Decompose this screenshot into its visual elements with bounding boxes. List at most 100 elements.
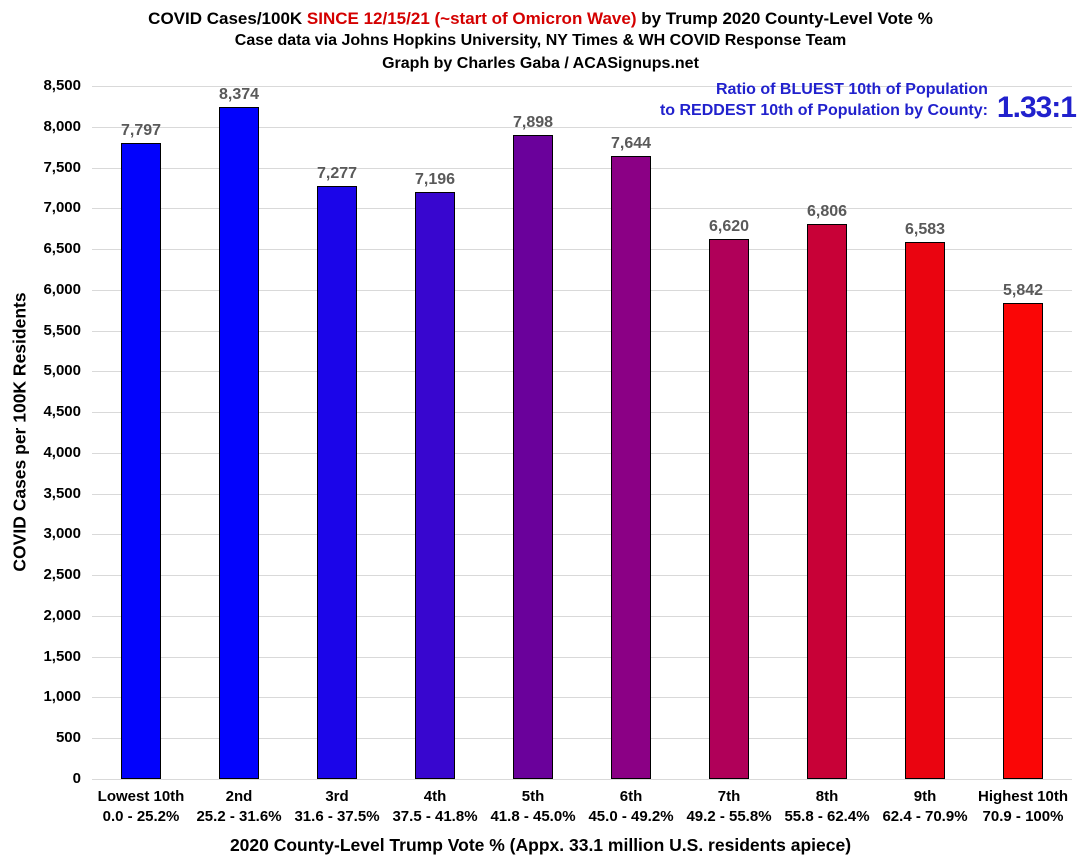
x-category-range: 70.9 - 100%: [982, 808, 1064, 826]
gridline: [92, 412, 1072, 414]
x-category-label: 8th 55.8 - 62.4%: [778, 787, 876, 828]
bar: [121, 143, 161, 779]
bar: [513, 135, 553, 779]
x-category-name: 3rd: [325, 788, 349, 805]
x-category-label: 4th 37.5 - 41.8%: [386, 787, 484, 828]
chart-subtitle-credit: Graph by Charles Gaba / ACASignups.net: [382, 54, 699, 72]
y-tick-label: 6,000: [43, 280, 81, 298]
bar-series: 7,797 8,374 7,277 7,196 7,898 7,644 6,620 6,806…: [92, 86, 1072, 779]
bar: [611, 155, 651, 779]
gridline: [92, 452, 1072, 454]
x-category-name: Lowest 10th: [97, 788, 185, 805]
gridline: [92, 493, 1072, 495]
bar-column: 7,898: [484, 86, 582, 779]
y-tick-label: 4,000: [43, 443, 81, 461]
gridline: [92, 208, 1072, 210]
gridline: [92, 289, 1072, 291]
bar-column: 7,196: [386, 86, 484, 779]
ratio-value: 1.33:1: [996, 90, 1077, 124]
x-category-name: 6th: [619, 788, 643, 805]
gridline: [92, 615, 1072, 617]
bar-value-label: 6,806: [806, 203, 848, 221]
bar-column: 6,620: [680, 86, 778, 779]
gridline: [92, 738, 1072, 740]
bar: [1003, 302, 1043, 779]
x-category-label: Highest 10th 70.9 - 100%: [974, 787, 1072, 828]
x-category-label: 2nd 25.2 - 31.6%: [190, 787, 288, 828]
y-tick-label: 1,500: [43, 647, 81, 665]
x-category-range: 49.2 - 55.8%: [686, 808, 772, 826]
gridline: [92, 575, 1072, 577]
x-category-range: 41.8 - 45.0%: [490, 808, 576, 826]
chart-subtitle-source: Case data via Johns Hopkins University, …: [234, 32, 847, 50]
y-tick-label: 3,000: [43, 525, 81, 543]
bar: [905, 242, 945, 779]
y-tick-label: 8,000: [43, 117, 81, 135]
bar-column: 6,583: [876, 86, 974, 779]
y-tick-label: 500: [55, 729, 81, 747]
y-tick-label: 7,500: [43, 158, 81, 176]
gridline: [92, 167, 1072, 169]
bar: [807, 224, 847, 779]
bar-column: 7,277: [288, 86, 386, 779]
x-category-range: 45.0 - 49.2%: [588, 808, 674, 826]
chart-header: COVID Cases/100K SINCE 12/15/21 (~start …: [0, 7, 1081, 75]
gridline: [92, 330, 1072, 332]
y-tick-label: 4,500: [43, 403, 81, 421]
x-category-name: 8th: [815, 788, 839, 805]
bar: [415, 192, 455, 779]
gridline: [92, 249, 1072, 251]
bar: [709, 239, 749, 779]
x-category-range: 31.6 - 37.5%: [294, 808, 380, 826]
gridline: [92, 534, 1072, 536]
y-tick-label: 5,000: [43, 362, 81, 380]
ratio-annotation-line1: Ratio of BLUEST 10th of Population: [715, 81, 988, 98]
bar-value-label: 7,644: [610, 134, 652, 152]
x-category-range: 62.4 - 70.9%: [882, 808, 968, 826]
ratio-annotation-text: Ratio of BLUEST 10th of Population to RE…: [660, 79, 988, 121]
x-category-label: 3rd 31.6 - 37.5%: [288, 787, 386, 828]
y-tick-label: 7,000: [43, 199, 81, 217]
gridline: [92, 697, 1072, 699]
gridline: [92, 371, 1072, 373]
plot-area: 7,797 8,374 7,277 7,196 7,898 7,644 6,620 6,806…: [92, 86, 1072, 780]
bar-value-label: 6,620: [708, 218, 750, 236]
x-category-label: 9th 62.4 - 70.9%: [876, 787, 974, 828]
x-axis-labels: Lowest 10th 0.0 - 25.2% 2nd 25.2 - 31.6% 3rd…: [92, 787, 1072, 828]
x-category-label: Lowest 10th 0.0 - 25.2%: [92, 787, 190, 828]
bar-column: 8,374: [190, 86, 288, 779]
x-category-label: 5th 41.8 - 45.0%: [484, 787, 582, 828]
y-tick-label: 1,000: [43, 688, 81, 706]
bar-column: 7,644: [582, 86, 680, 779]
gridline: [92, 126, 1072, 128]
bar-value-label: 6,583: [904, 221, 946, 239]
bar-value-label: 7,196: [414, 171, 456, 189]
bar-value-label: 7,797: [120, 122, 162, 140]
x-category-range: 55.8 - 62.4%: [784, 808, 870, 826]
y-tick-label: 5,500: [43, 321, 81, 339]
title-part1: COVID Cases/100K: [148, 9, 307, 28]
gridline: [92, 779, 1072, 780]
bar-value-label: 7,277: [316, 164, 358, 182]
ratio-annotation-line2: to REDDEST 10th of Population by County:: [659, 102, 988, 120]
bar-column: 6,806: [778, 86, 876, 779]
x-category-name: 7th: [717, 788, 741, 805]
x-category-label: 6th 45.0 - 49.2%: [582, 787, 680, 828]
y-tick-label: 0: [72, 770, 81, 787]
bar-value-label: 7,898: [512, 114, 554, 132]
y-tick-label: 2,500: [43, 566, 81, 584]
gridline: [92, 656, 1072, 658]
ratio-annotation: Ratio of BLUEST 10th of Population to RE…: [660, 79, 1077, 124]
y-tick-label: 3,500: [43, 484, 81, 502]
y-tick-label: 8,500: [43, 77, 81, 94]
title-part2: by Trump 2020 County-Level Vote %: [636, 9, 933, 28]
x-category-range: 0.0 - 25.2%: [102, 808, 180, 826]
x-axis-title: 2020 County-Level Trump Vote % (Appx. 33…: [229, 835, 852, 855]
bar-value-label: 8,374: [218, 86, 260, 103]
bar: [317, 185, 357, 779]
y-tick-label: 2,000: [43, 606, 81, 624]
gridline: [92, 86, 1072, 87]
y-tick-label: 6,500: [43, 240, 81, 258]
chart-title: COVID Cases/100K SINCE 12/15/21 (~start …: [0, 7, 1081, 30]
